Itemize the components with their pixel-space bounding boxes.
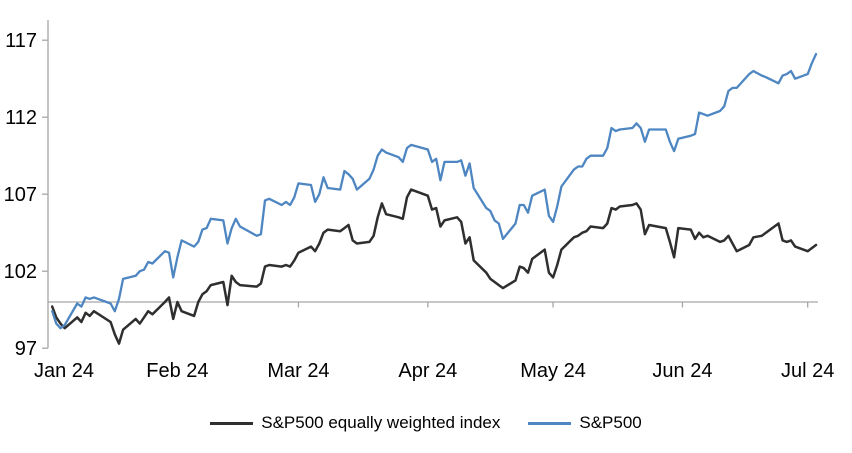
y-tick-label: 112: [5, 107, 37, 129]
series-line-equal-weight: [50, 188, 818, 345]
line-chart: 97 102 107 112 117 Jan 24 Feb 24 Mar 24 Apr 24 Ma…: [4, 20, 834, 382]
y-tick-label: 107: [4, 184, 37, 206]
legend-swatch-equal-weight-line: [210, 421, 254, 425]
x-tick-label: May 24: [520, 360, 586, 382]
series-line-sp500: [51, 52, 818, 330]
legend-item-sp500: S&P500: [528, 413, 642, 433]
x-tick-label: Jun 24: [652, 360, 712, 382]
x-tick-label: Apr 24: [398, 360, 457, 382]
legend-label-equal-weight: S&P500 equally weighted index: [261, 413, 501, 432]
x-tick-label: Feb 24: [146, 360, 208, 382]
y-tick-label: 97: [15, 338, 37, 360]
x-tick-label: Jul 24: [781, 360, 834, 382]
x-tick-label: Jan 24: [34, 360, 94, 382]
legend-label-sp500: S&P500: [579, 413, 642, 432]
x-tick-label: Mar 24: [267, 360, 329, 382]
legend-item-equal-weight: S&P500 equally weighted index: [210, 413, 500, 433]
legend: S&P500 equally weighted index S&P500: [0, 406, 852, 440]
y-tick-label: 117: [5, 30, 37, 52]
legend-swatch-sp500-line: [528, 421, 572, 425]
y-tick-label: 102: [4, 261, 37, 283]
